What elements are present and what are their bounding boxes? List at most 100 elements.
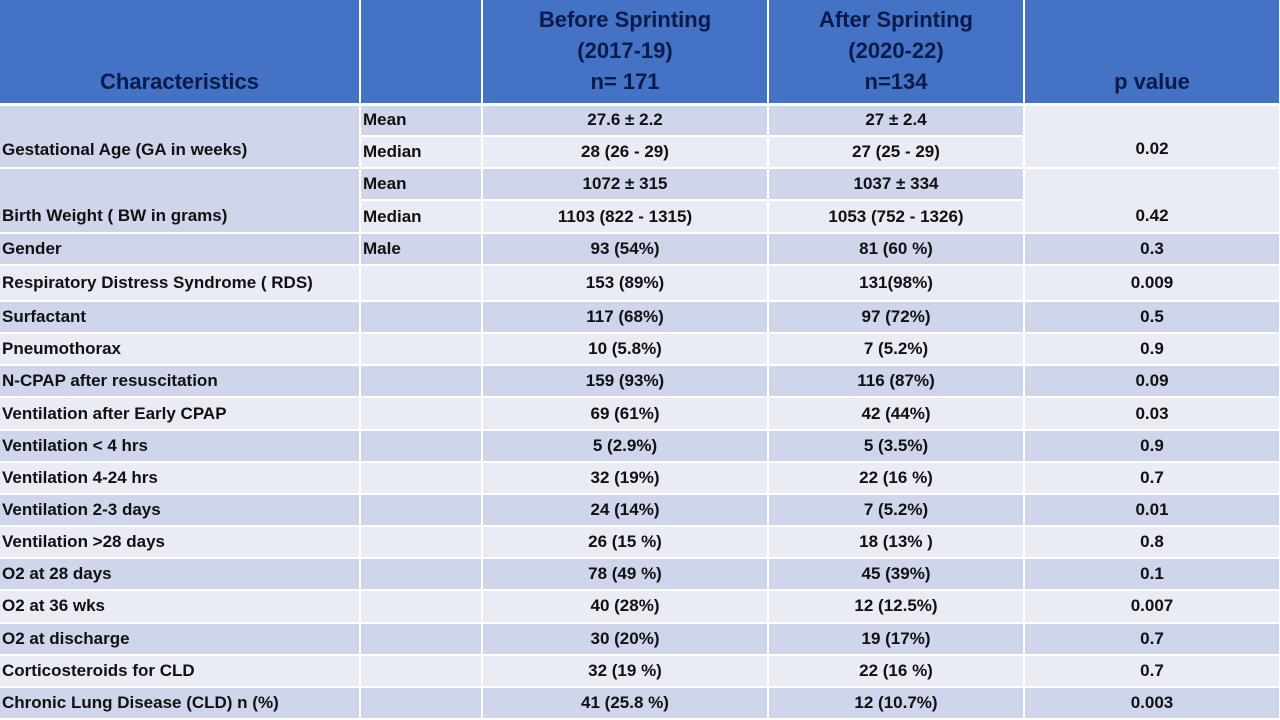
gender-after: 81 (60 %): [768, 232, 1025, 266]
row-after: 45 (39%): [768, 558, 1025, 592]
bw-mean-label: Mean: [360, 168, 483, 202]
row-label: Ventilation 2-3 days: [0, 493, 361, 528]
header-p-value: p value: [1024, 0, 1280, 106]
row-before: 153 (89%): [482, 264, 769, 302]
row-p-value: 0.7: [1024, 461, 1280, 495]
gender-sub-label: Male: [360, 232, 483, 266]
row-p-value: 0.7: [1024, 622, 1280, 656]
row-label: O2 at 36 wks: [0, 590, 361, 624]
row-label: N-CPAP after resuscitation: [0, 365, 361, 399]
row-after: 22 (16 %): [768, 461, 1025, 495]
ga-before-median: 28 (26 - 29): [482, 136, 769, 170]
ga-label: Gestational Age (GA in weeks): [0, 104, 361, 170]
row-p-value: 0.003: [1024, 686, 1280, 720]
row-before: 32 (19%): [482, 461, 769, 495]
header-before-line-2: (2017-19): [577, 38, 673, 63]
row-label: Ventilation >28 days: [0, 526, 361, 560]
table-row: Surfactant 117 (68%) 97 (72%) 0.5: [0, 300, 1280, 335]
row-label: Ventilation after Early CPAP: [0, 397, 361, 431]
ga-after-mean: 27 ± 2.4: [768, 104, 1025, 138]
row-after: 7 (5.2%): [768, 333, 1025, 367]
table-row: O2 at 36 wks 40 (28%) 12 (12.5%) 0.007: [0, 590, 1280, 624]
row-sub-empty: [360, 590, 483, 624]
ga-p-value: 0.02: [1024, 104, 1280, 170]
row-p-value: 0.009: [1024, 264, 1280, 302]
row-before: 117 (68%): [482, 300, 769, 335]
row-sub-empty: [360, 300, 483, 335]
row-label: Respiratory Distress Syndrome ( RDS): [0, 264, 361, 302]
header-characteristics: Characteristics: [0, 0, 361, 106]
row-sub-empty: [360, 365, 483, 399]
row-before: 41 (25.8 %): [482, 686, 769, 720]
row-sub-empty: [360, 264, 483, 302]
table-row: Gestational Age (GA in weeks) Mean 27.6 …: [0, 104, 1280, 170]
row-before: 159 (93%): [482, 365, 769, 399]
header-after-line-2: (2020-22): [848, 38, 944, 63]
row-after: 18 (13% ): [768, 526, 1025, 560]
table-row: Corticosteroids for CLD 32 (19 %) 22 (16…: [0, 654, 1280, 688]
row-before: 40 (28%): [482, 590, 769, 624]
table-row: Pneumothorax 10 (5.8%) 7 (5.2%) 0.9: [0, 333, 1280, 367]
gender-p-value: 0.3: [1024, 232, 1280, 266]
ga-mean-label: Mean: [360, 104, 483, 138]
table-row: Gender Male 93 (54%) 81 (60 %) 0.3: [0, 232, 1280, 266]
row-after: 7 (5.2%): [768, 493, 1025, 528]
row-before: 69 (61%): [482, 397, 769, 431]
row-p-value: 0.7: [1024, 654, 1280, 688]
row-before: 24 (14%): [482, 493, 769, 528]
table-row: Respiratory Distress Syndrome ( RDS) 153…: [0, 264, 1280, 302]
header-after-line-3: n=134: [864, 69, 928, 94]
table-row: Median 1103 (822 - 1315) 1053 (752 - 132…: [0, 200, 1280, 234]
row-label: O2 at discharge: [0, 622, 361, 656]
row-after: 116 (87%): [768, 365, 1025, 399]
table-row: Ventilation 2-3 days 24 (14%) 7 (5.2%) 0…: [0, 493, 1280, 528]
row-before: 32 (19 %): [482, 654, 769, 688]
header-after-line-1: After Sprinting: [819, 7, 973, 32]
bw-after-mean: 1037 ± 334: [768, 168, 1025, 202]
header-row: Characteristics Before Sprinting (2017-1…: [0, 0, 1280, 106]
row-sub-empty: [360, 461, 483, 495]
row-sub-empty: [360, 493, 483, 528]
row-sub-empty: [360, 333, 483, 367]
table-row: Chronic Lung Disease (CLD) n (%) 41 (25.…: [0, 686, 1280, 720]
row-label: Pneumothorax: [0, 333, 361, 367]
row-before: 30 (20%): [482, 622, 769, 656]
header-before: Before Sprinting (2017-19) n= 171: [482, 0, 769, 106]
row-before: 78 (49 %): [482, 558, 769, 592]
row-p-value: 0.9: [1024, 333, 1280, 367]
row-before: 5 (2.9%): [482, 429, 769, 463]
row-sub-empty: [360, 558, 483, 592]
row-before: 26 (15 %): [482, 526, 769, 560]
row-label: Chronic Lung Disease (CLD) n (%): [0, 686, 361, 720]
row-label: Ventilation 4-24 hrs: [0, 461, 361, 495]
table-row: Ventilation >28 days 26 (15 %) 18 (13% )…: [0, 526, 1280, 560]
header-before-line-1: Before Sprinting: [538, 7, 712, 32]
row-after: 22 (16 %): [768, 654, 1025, 688]
row-sub-empty: [360, 654, 483, 688]
table-row: Ventilation < 4 hrs 5 (2.9%) 5 (3.5%) 0.…: [0, 429, 1280, 463]
row-p-value: 0.01: [1024, 493, 1280, 528]
row-after: 5 (3.5%): [768, 429, 1025, 463]
header-blank: [360, 0, 483, 106]
row-label: Surfactant: [0, 300, 361, 335]
bw-before-mean: 1072 ± 315: [482, 168, 769, 202]
table-row: O2 at 28 days 78 (49 %) 45 (39%) 0.1: [0, 558, 1280, 592]
bw-label: Birth Weight ( BW in grams): [0, 168, 361, 234]
row-sub-empty: [360, 397, 483, 431]
row-p-value: 0.1: [1024, 558, 1280, 592]
row-label: Ventilation < 4 hrs: [0, 429, 361, 463]
row-p-value: 0.09: [1024, 365, 1280, 399]
bw-p-value: 0.42: [1024, 168, 1280, 234]
header-after: After Sprinting (2020-22) n=134: [768, 0, 1025, 106]
row-p-value: 0.03: [1024, 397, 1280, 431]
table-row: O2 at discharge 30 (20%) 19 (17%) 0.7: [0, 622, 1280, 656]
row-sub-empty: [360, 686, 483, 720]
table-row: Birth Weight ( BW in grams) Mean 1072 ± …: [0, 168, 1280, 234]
row-after: 19 (17%): [768, 622, 1025, 656]
row-after: 97 (72%): [768, 300, 1025, 335]
bw-median-label: Median: [360, 200, 483, 234]
row-sub-empty: [360, 622, 483, 656]
row-after: 12 (12.5%): [768, 590, 1025, 624]
header-before-line-3: n= 171: [590, 69, 660, 94]
